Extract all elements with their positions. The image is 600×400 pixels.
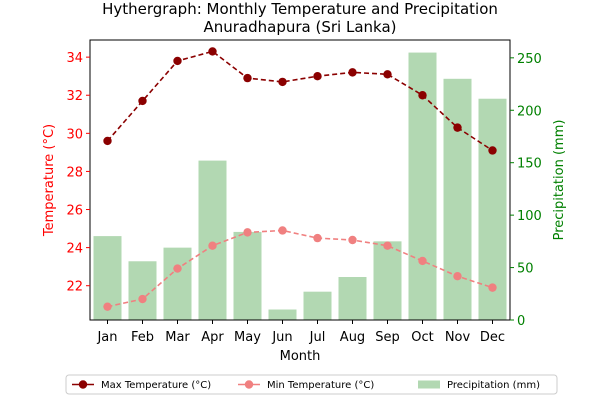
min-temp-line [107, 229, 493, 308]
max-temp-point-oct [418, 91, 427, 100]
max-temp-point-jan [103, 136, 112, 146]
x-tick-label-may: May [234, 330, 261, 345]
max-temp-line [106, 50, 493, 152]
chart-title: Hythergraph: Monthly Temperature and Pre… [102, 0, 498, 18]
precipitation-bar-mar [163, 247, 192, 320]
chart-legend: Max Temperature (°C) Min Temperature (°C)… [65, 374, 558, 395]
y-right-tick-label-100: 100 [517, 209, 542, 224]
plot-frame [89, 39, 511, 321]
y-left-tick-label-24: 24 [66, 242, 83, 257]
y-left-tick-label-32: 32 [66, 89, 83, 104]
y-axis-left-label: Temperature (°C) [42, 124, 57, 237]
y-left-tick-label-22: 22 [66, 280, 83, 295]
min-temp-point-may [243, 228, 252, 237]
precipitation-bar-jun [268, 309, 297, 320]
x-tick-label-jul: Jul [309, 330, 326, 345]
precipitation-bar-sep [373, 241, 402, 320]
legend-precipitation-label: Precipitation (mm) [447, 380, 540, 391]
max-temp-point-dec [488, 146, 497, 155]
y-left-tick-label-34: 34 [66, 51, 83, 66]
precipitation-bar-dec [478, 98, 507, 320]
max-temp-point-aug [348, 68, 357, 77]
x-tick-label-mar: Mar [165, 330, 190, 345]
legend-box [65, 374, 558, 395]
max-temp-point-apr [208, 47, 217, 56]
max-temp-point-feb [138, 96, 147, 106]
legend-max-temp-marker [78, 380, 88, 389]
max-temp-point-may [243, 73, 252, 83]
legend-min-temp-label: Min Temperature (°C) [267, 380, 374, 391]
y-right-tick-label-50: 50 [517, 262, 534, 277]
min-temp-point-jan [103, 302, 112, 311]
y-left-tick-label-28: 28 [66, 165, 83, 180]
y-right-tick-label-0: 0 [517, 314, 525, 329]
min-temp-point-dec [488, 283, 497, 292]
min-temp-point-mar [173, 264, 182, 273]
min-temp-point-feb [138, 294, 147, 304]
precipitation-bar-apr [198, 160, 227, 320]
x-tick-label-nov: Nov [445, 330, 471, 345]
max-temp-point-nov [453, 123, 462, 132]
y-left-tick-label-30: 30 [66, 127, 83, 142]
min-temp-point-jul [313, 233, 322, 243]
x-tick-label-feb: Feb [131, 330, 154, 345]
y-right-tick-label-200: 200 [517, 104, 542, 119]
x-tick-label-dec: Dec [480, 330, 505, 345]
x-axis-label: Month [280, 349, 321, 364]
x-tick-label-jun: Jun [271, 330, 292, 345]
y-left-tick-label-26: 26 [66, 204, 83, 219]
min-temp-point-aug [348, 235, 357, 245]
x-tick-label-jan: Jan [96, 330, 117, 345]
min-temp-point-jun [278, 226, 287, 235]
max-temp-point-sep [383, 70, 392, 79]
min-temp-point-sep [383, 241, 392, 250]
max-temp-point-jun [278, 77, 287, 87]
min-temp-point-oct [418, 256, 427, 266]
legend-precipitation-swatch [418, 380, 440, 389]
max-temp-point-jul [313, 71, 322, 81]
min-temp-point-nov [453, 271, 462, 281]
precipitation-bar-may [233, 231, 262, 320]
x-tick-label-oct: Oct [411, 330, 433, 345]
x-tick-label-apr: Apr [201, 330, 224, 345]
precipitation-bar-jul [303, 291, 332, 320]
precipitation-bar-aug [338, 277, 367, 320]
y-right-tick-label-150: 150 [517, 157, 542, 172]
min-temp-point-apr [208, 241, 217, 250]
x-tick-label-aug: Aug [340, 330, 365, 345]
legend-min-temp-marker [244, 380, 254, 389]
precipitation-bar-nov [443, 78, 472, 320]
x-tick-label-sep: Sep [375, 330, 400, 345]
y-axis-right-label: Precipitation (mm) [552, 120, 567, 241]
max-temp-point-mar [173, 56, 182, 66]
y-right-tick-label-250: 250 [517, 52, 542, 67]
chart-subtitle: Anuradhapura (Sri Lanka) [203, 18, 396, 36]
legend-max-temp-label: Max Temperature (°C) [101, 380, 211, 391]
